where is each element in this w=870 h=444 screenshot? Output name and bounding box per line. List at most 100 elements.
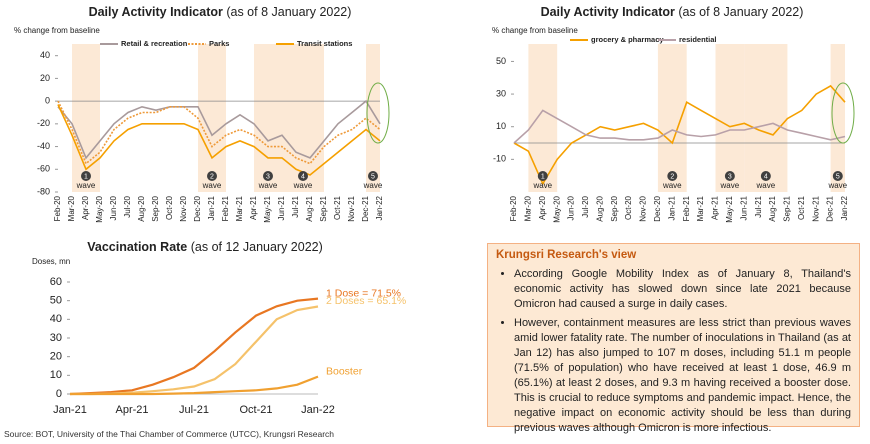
x-tick-label: Aug-20 — [595, 195, 604, 221]
series-label: 1 Dose = 71.5% — [326, 287, 401, 299]
x-tick-label: Mar-20 — [524, 195, 533, 221]
y-tick-label: 40 — [50, 313, 62, 325]
wave-label: wave — [258, 181, 278, 190]
y-tick-label: -10 — [493, 154, 506, 164]
x-tick-label: Jul-21 — [754, 195, 763, 217]
wave-badge — [263, 171, 273, 181]
y-tick-label: 60 — [50, 276, 62, 288]
wave-shade — [657, 44, 687, 192]
wave-badge — [760, 171, 771, 181]
research-view: Krungsri Research's view According Googl… — [487, 243, 860, 434]
wave-badge — [368, 171, 378, 181]
legend-label: grocery & pharmacy — [591, 35, 664, 44]
x-tick-label: Apr-21 — [115, 404, 148, 416]
wave-number: 3 — [266, 173, 270, 180]
x-tick-label: Jan-22 — [375, 195, 384, 220]
x-tick-label: Nov-21 — [347, 195, 356, 221]
x-tick-label: May-21 — [725, 195, 734, 222]
wave-label: wave — [363, 181, 383, 190]
y-tick-label: 40 — [40, 50, 50, 60]
wave-number: 1 — [541, 173, 545, 180]
x-tick-label: Apr-20 — [81, 195, 90, 220]
title-note: (as of 8 January 2022) — [678, 5, 803, 19]
series-line — [513, 109, 846, 144]
series-label: Booster — [326, 365, 363, 377]
x-tick-label: Apr-21 — [711, 195, 720, 220]
y-axis-label: Doses, mn — [32, 257, 70, 266]
y-tick-label: 10 — [50, 369, 62, 381]
wave-label: wave — [293, 181, 313, 190]
wave-number: 3 — [728, 173, 732, 180]
wave-badge — [207, 171, 217, 181]
x-tick-label: Nov-20 — [179, 195, 188, 221]
wave-number: 1 — [84, 173, 88, 180]
x-tick-label: Jun-20 — [567, 195, 576, 220]
x-tick-label: Sep-21 — [319, 195, 328, 221]
wave-shade — [528, 44, 558, 192]
x-tick-label: Dec-21 — [361, 195, 370, 221]
x-tick-label: Oct-21 — [239, 404, 272, 416]
x-tick-label: Jan-22 — [301, 404, 335, 416]
x-tick-label: Sep-21 — [783, 195, 792, 221]
y-tick-label: 50 — [496, 56, 506, 66]
x-tick-label: Nov-21 — [811, 195, 820, 221]
wave-shade — [366, 44, 380, 192]
wave-shade — [744, 44, 788, 192]
wave-badge — [667, 171, 678, 181]
x-tick-label: Jul-20 — [123, 195, 132, 217]
x-tick-label: Nov-20 — [639, 195, 648, 221]
x-tick-label: Sep-20 — [610, 195, 619, 221]
wave-label: wave — [532, 181, 552, 190]
wave-label: wave — [756, 181, 776, 190]
legend-label: residential — [679, 35, 717, 44]
title-note: (as of 8 January 2022) — [226, 5, 351, 19]
view-bullets: According Google Mobility Index as of Ja… — [496, 267, 851, 436]
wave-shade — [715, 44, 745, 192]
wave-badge — [298, 171, 308, 181]
x-tick-label: Jan-21 — [53, 404, 87, 416]
x-tick-label: Dec-20 — [193, 195, 202, 221]
series-line — [69, 297, 319, 396]
series-line — [57, 100, 381, 165]
y-tick-label: 30 — [50, 332, 62, 344]
wave-shade — [198, 44, 226, 192]
wave-label: wave — [202, 181, 222, 190]
y-tick-label: 20 — [40, 73, 50, 83]
y-tick-label: 10 — [496, 121, 506, 131]
source-note: Source: BOT, University of the Thai Cham… — [4, 429, 335, 439]
x-tick-label: Jun-20 — [109, 195, 118, 220]
x-tick-label: Jul-21 — [179, 404, 209, 416]
title-main: Daily Activity Indicator — [541, 5, 675, 19]
x-tick-label: Aug-20 — [137, 195, 146, 221]
wave-shade — [830, 44, 845, 192]
x-tick-label: Jan-21 — [207, 195, 216, 220]
x-tick-label: Jul-20 — [581, 195, 590, 217]
x-tick-label: Jan-21 — [667, 195, 676, 220]
wave-number: 4 — [764, 173, 768, 180]
x-tick-label: Aug-21 — [305, 195, 314, 221]
x-tick-label: Jan-22 — [840, 195, 849, 220]
y-tick-label: 50 — [50, 295, 62, 307]
x-tick-label: Mar-21 — [696, 195, 705, 221]
wave-number: 2 — [210, 173, 214, 180]
x-tick-label: Jul-21 — [291, 195, 300, 217]
x-tick-label: May-20 — [95, 195, 104, 222]
x-tick-label: Sep-20 — [151, 195, 160, 221]
x-tick-label: Jun-21 — [277, 195, 286, 220]
x-tick-label: Feb-20 — [509, 195, 518, 221]
y-tick-label: -80 — [37, 186, 50, 196]
y-axis-label: % change from baseline — [492, 26, 578, 35]
y-tick-label: 30 — [496, 88, 506, 98]
wave-label: wave — [662, 181, 682, 190]
x-tick-label: Jun-21 — [739, 195, 748, 220]
bullet: According Google Mobility Index as of Ja… — [514, 267, 851, 312]
title-main: Vaccination Rate — [87, 240, 187, 254]
chart-title: Daily Activity Indicator (as of 8 Januar… — [541, 5, 804, 19]
wave-label: wave — [76, 181, 96, 190]
y-tick-label: -60 — [37, 164, 50, 174]
wave-number: 4 — [301, 173, 305, 180]
x-tick-label: Oct-21 — [333, 195, 342, 220]
y-axis-label: % change from baseline — [14, 26, 100, 35]
wave-badge — [832, 171, 843, 181]
